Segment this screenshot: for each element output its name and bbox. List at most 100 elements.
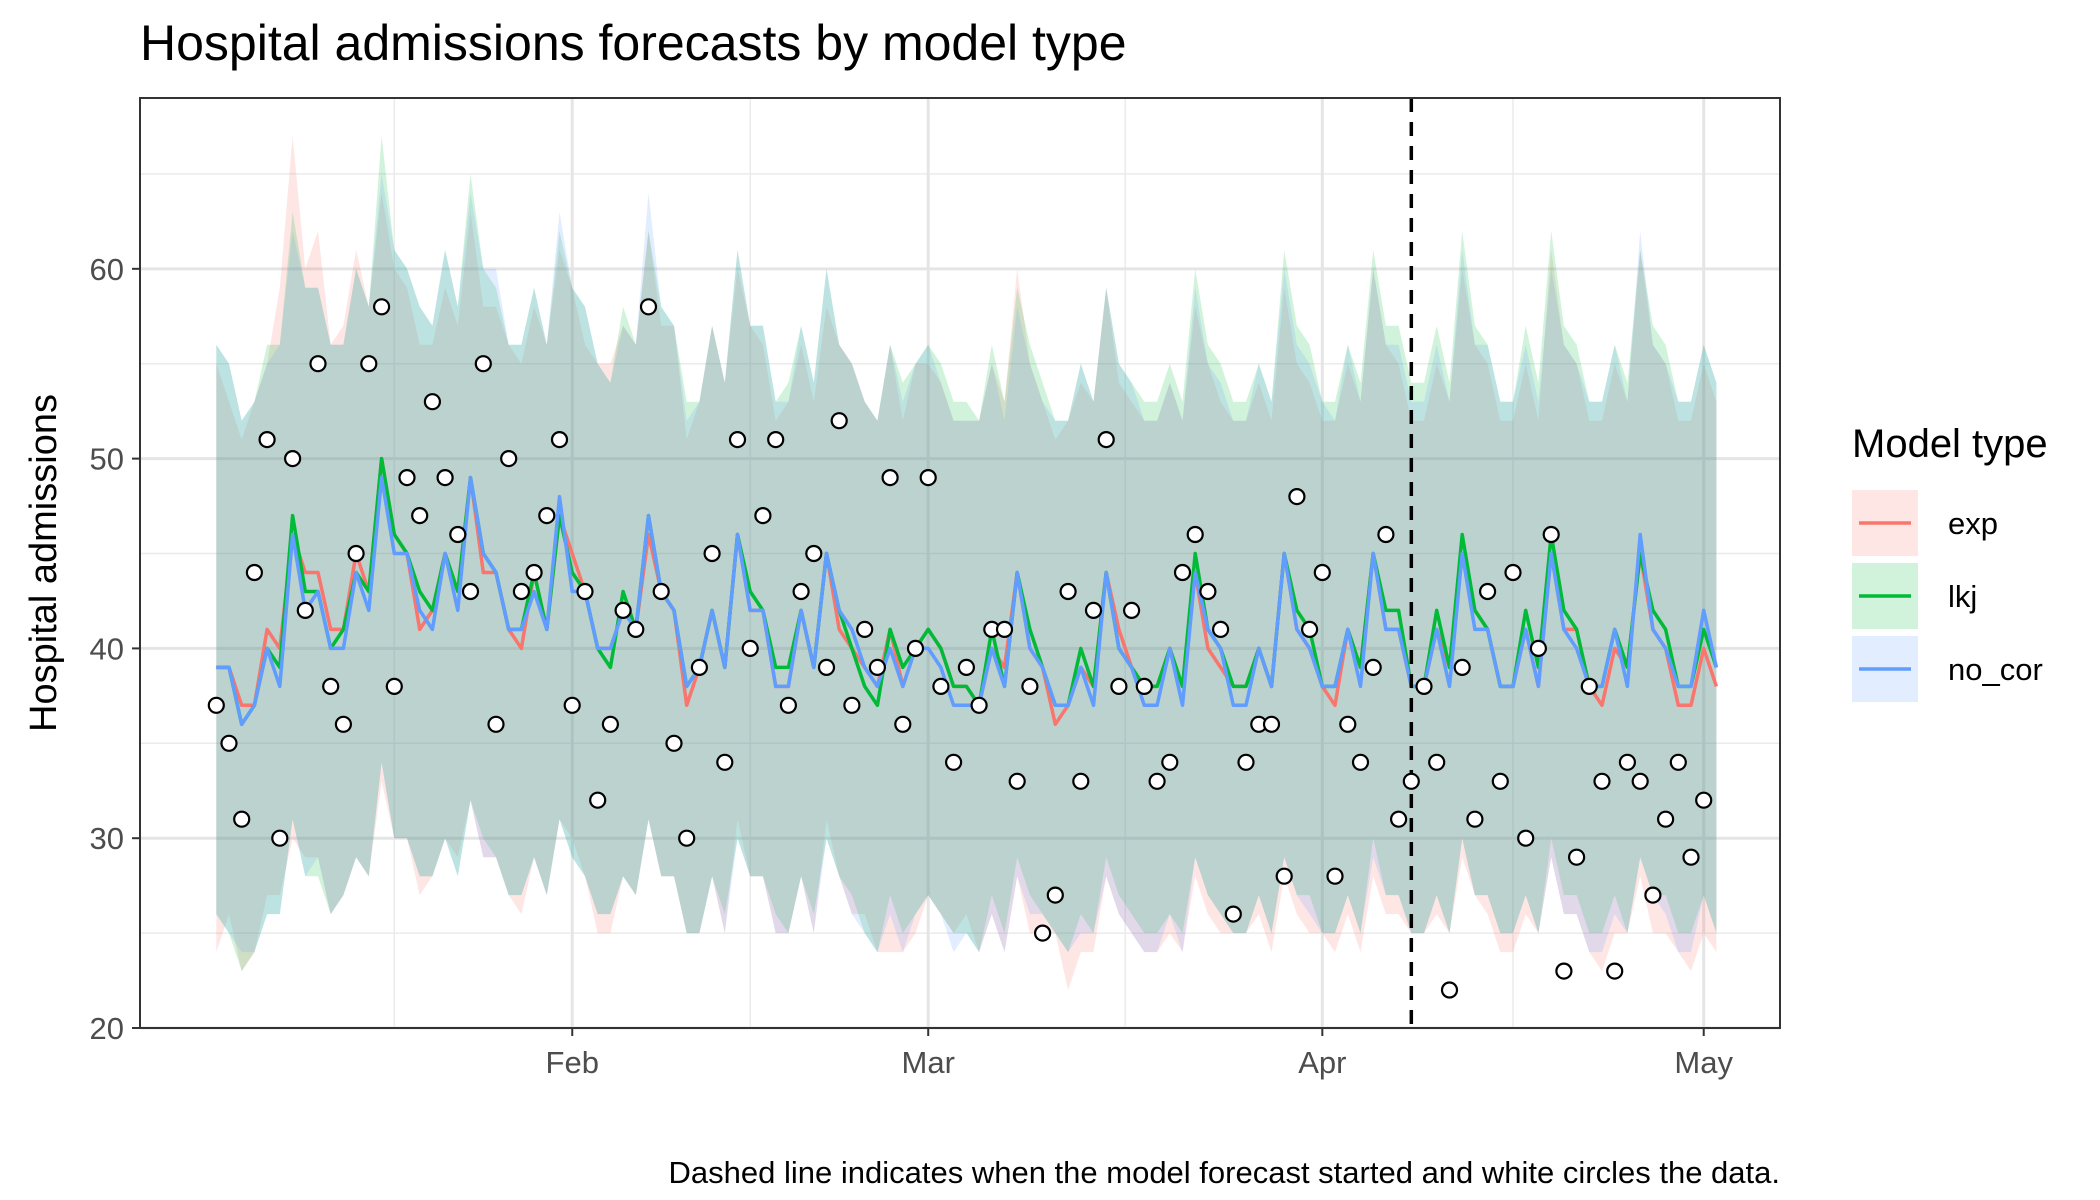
observed-point <box>868 658 887 677</box>
observed-point <box>1046 886 1064 904</box>
observed-point <box>1402 772 1420 790</box>
plot-border <box>139 97 1781 1029</box>
observed-point <box>728 431 747 449</box>
observed-point <box>1224 905 1242 923</box>
observed-point <box>1122 601 1141 620</box>
observed-point <box>1237 753 1255 771</box>
observed-point <box>906 639 925 658</box>
observed-point <box>614 601 632 620</box>
observed-point <box>944 753 963 771</box>
observed-point <box>601 715 620 733</box>
observed-point <box>347 544 365 563</box>
observed-point <box>1555 962 1573 980</box>
observed-point <box>1211 620 1230 639</box>
legend: Model type exp lkj no_cor <box>1852 422 2048 702</box>
observed-point <box>1669 753 1687 771</box>
ribbon-no_cor <box>216 173 1717 953</box>
observed-point <box>436 469 454 487</box>
observed-point <box>271 829 289 847</box>
observed-point <box>779 696 798 714</box>
observed-point <box>1428 753 1446 771</box>
observed-point <box>550 431 569 449</box>
observed-points <box>207 298 1713 999</box>
observed-point <box>1084 601 1103 620</box>
observed-point <box>995 620 1014 639</box>
observed-point <box>652 582 670 601</box>
observed-point <box>1529 639 1548 658</box>
observed-point <box>1199 582 1217 601</box>
y-tick-label: 50 <box>90 442 124 477</box>
observed-point <box>690 658 709 677</box>
observed-point <box>474 355 492 373</box>
observed-point <box>1021 677 1039 696</box>
observed-point <box>334 715 352 733</box>
observed-point <box>538 506 556 525</box>
observed-point <box>881 469 899 487</box>
x-tick-label: Mar <box>902 1045 955 1080</box>
median-line-no_cor <box>216 475 1719 727</box>
observed-point <box>1504 563 1522 582</box>
y-axis-title: Hospital admissions <box>23 394 65 732</box>
observed-point <box>207 696 225 714</box>
observed-point <box>678 829 696 847</box>
observed-point <box>1161 753 1179 771</box>
observed-point <box>1656 810 1675 828</box>
observed-point <box>1033 924 1052 942</box>
observed-point <box>754 506 772 525</box>
observed-point <box>322 677 340 696</box>
observed-point <box>220 734 238 752</box>
observed-point <box>639 298 658 316</box>
observed-point <box>716 753 734 771</box>
observed-point <box>1300 620 1319 639</box>
observed-point <box>1415 677 1433 696</box>
x-axis: Feb Mar Apr May <box>546 1028 1733 1080</box>
observed-point <box>1682 848 1700 866</box>
observed-point <box>576 582 594 601</box>
observed-point <box>1466 810 1484 828</box>
observed-point <box>1478 582 1497 601</box>
observed-point <box>627 620 645 639</box>
observed-point <box>1351 753 1370 771</box>
observed-point <box>1059 582 1077 601</box>
observed-point <box>741 639 759 658</box>
y-axis: 20 30 40 50 60 <box>90 252 140 1046</box>
observed-point <box>932 677 950 696</box>
observed-point <box>589 791 607 809</box>
observed-point <box>423 393 441 411</box>
observed-point <box>703 544 721 563</box>
observed-point <box>500 450 518 468</box>
observed-point <box>1542 525 1560 544</box>
y-tick-label: 20 <box>90 1011 124 1046</box>
observed-point <box>1326 867 1344 885</box>
observed-point <box>1110 677 1128 696</box>
observed-point <box>1606 962 1624 980</box>
observed-point <box>1275 867 1293 885</box>
observed-point <box>512 582 531 601</box>
observed-point <box>1440 981 1459 999</box>
observed-point <box>1377 525 1395 544</box>
observed-point <box>1008 772 1026 790</box>
plot-background <box>140 98 1780 1028</box>
observed-point <box>1148 772 1166 790</box>
observed-point <box>817 658 836 677</box>
chart-title: Hospital admissions forecasts by model t… <box>140 15 1127 71</box>
observed-point <box>233 810 251 828</box>
observed-point <box>805 544 823 563</box>
observed-point <box>1644 886 1662 904</box>
observed-point <box>1453 658 1471 677</box>
observed-point <box>1695 791 1713 809</box>
observed-point <box>1072 772 1090 790</box>
observed-point <box>1517 829 1535 847</box>
observed-point <box>1173 563 1192 582</box>
observed-point <box>461 582 480 601</box>
observed-point <box>1491 772 1509 790</box>
ribbon-exp <box>216 136 1717 990</box>
observed-point <box>1593 772 1611 790</box>
observed-point <box>398 469 416 487</box>
observed-point <box>1339 715 1357 733</box>
legend-label-no_cor: no_cor <box>1948 652 2043 687</box>
observed-point <box>245 563 263 582</box>
observed-point <box>1364 658 1382 677</box>
observed-point <box>1135 677 1153 696</box>
